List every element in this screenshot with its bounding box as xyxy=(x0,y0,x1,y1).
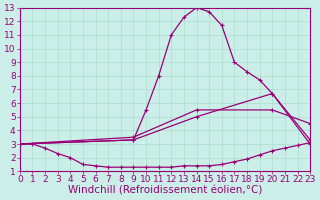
X-axis label: Windchill (Refroidissement éolien,°C): Windchill (Refroidissement éolien,°C) xyxy=(68,186,262,196)
